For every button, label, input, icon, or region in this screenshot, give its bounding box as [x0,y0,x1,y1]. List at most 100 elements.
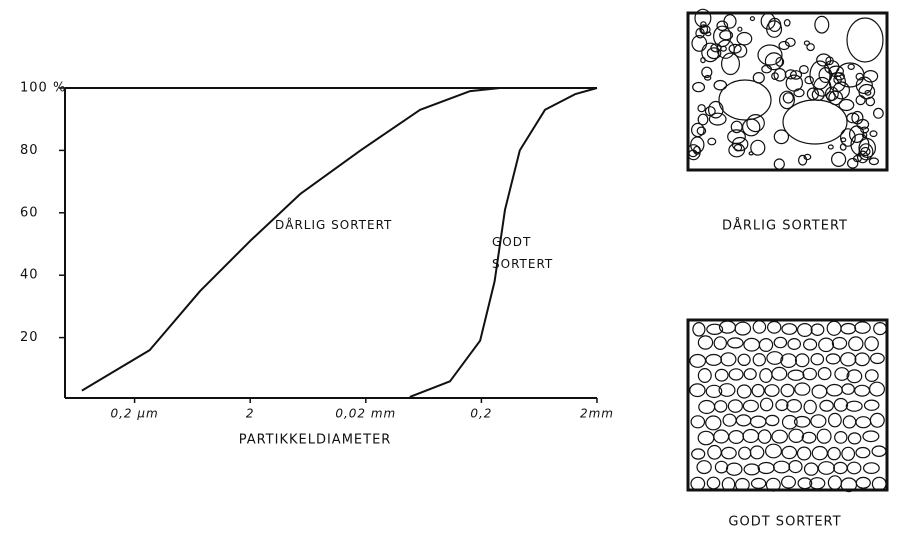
grain [725,462,743,476]
grain [713,429,730,444]
grain [700,56,706,64]
grain [738,446,752,460]
grain [696,460,712,475]
grain [803,153,812,161]
grain [697,430,715,446]
grain [865,96,876,107]
grain [868,381,885,397]
grain [705,415,722,431]
grain [692,81,706,93]
y-tick-label: 80 [20,143,39,158]
grain [726,337,744,349]
grain [737,353,751,366]
grain [780,353,797,369]
grain [768,17,782,32]
grain [784,37,796,48]
grain [719,30,734,41]
grain [727,129,746,145]
grain [760,12,776,30]
grain [817,461,836,475]
grain [759,368,773,384]
grain [834,431,848,444]
grain-pattern [686,8,887,493]
grain [796,446,812,461]
grain [722,413,737,427]
grain [794,382,811,396]
grain [871,476,887,492]
grain [720,352,737,367]
grain [855,94,866,106]
grain [691,448,706,460]
grain [858,83,876,100]
grain [766,351,784,365]
grain [788,428,805,443]
grain [869,412,885,428]
illustration-frame [686,318,889,492]
grain [716,20,729,32]
grain [847,432,862,445]
grain [842,415,857,429]
grain [690,476,706,491]
grain [752,72,765,84]
data-line [81,87,501,392]
grain [797,154,808,166]
grain [764,52,784,71]
grain [818,337,835,353]
grain [831,336,848,350]
grain [802,338,818,351]
grain [830,151,847,167]
grain [749,16,756,22]
grain [845,400,863,412]
grain [856,118,870,130]
grain [690,136,705,154]
y-tick-label: 60 [20,205,39,220]
grain [846,369,863,384]
grain [854,352,870,367]
x-tick-label: 2 [246,407,255,421]
grain [742,118,761,137]
grain [743,463,761,476]
grain [863,399,880,411]
grain [780,475,796,489]
grain [773,68,787,82]
grain [737,26,743,32]
grain [713,79,728,91]
grain [871,445,887,457]
grain [780,383,795,398]
grain [810,323,825,336]
grain [705,353,723,366]
grain [705,384,723,399]
grain [778,40,790,51]
grain [832,81,851,100]
grain [689,383,706,398]
grain [721,446,737,460]
grain [806,87,820,101]
grain [819,399,834,412]
grain [838,98,855,112]
grain [764,443,782,459]
grain [833,461,848,475]
grain [786,398,802,413]
grain [767,320,782,334]
grain [796,323,813,338]
grain [714,400,728,413]
grain [841,446,856,461]
grain [834,367,850,381]
illustration-frame [686,11,889,172]
grain [697,113,709,126]
grain [757,44,783,66]
grain [697,104,706,113]
grain [827,144,834,150]
grain [775,57,785,67]
x-tick-label: 2mm [580,407,614,421]
grain [714,460,729,474]
grain [721,477,736,492]
grain [743,337,761,352]
x-axis-label: PARTIKKELDIAMETER [239,433,392,448]
grain [846,461,862,475]
grain [761,64,772,74]
grain [833,397,849,412]
grain [783,18,791,27]
grain [727,399,744,413]
